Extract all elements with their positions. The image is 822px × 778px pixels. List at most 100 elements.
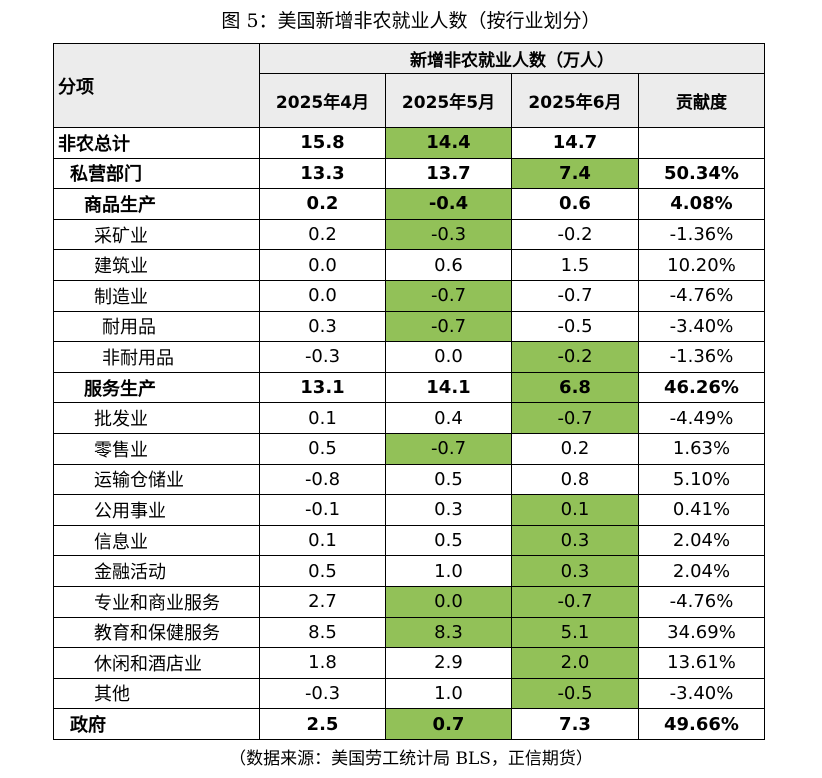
value-cell: 0.8 bbox=[511, 463, 639, 496]
row-label: 非耐用品 bbox=[53, 341, 260, 373]
value-cell: 2.5 bbox=[259, 708, 386, 740]
table-row: 非耐用品 -0.3 0.0 -0.2 -1.36% bbox=[53, 341, 765, 373]
value-cell: -0.3 bbox=[259, 677, 386, 710]
row-label: 信息业 bbox=[53, 524, 260, 557]
value-cell: 0.2 bbox=[259, 218, 386, 251]
value-cell: -0.8 bbox=[259, 463, 386, 496]
value-cell: 2.9 bbox=[385, 647, 512, 679]
header-col-may: 2025年5月 bbox=[385, 73, 512, 128]
row-label: 服务生产 bbox=[53, 371, 260, 404]
header-group-cell: 新增非农就业人数（万人） bbox=[259, 43, 765, 74]
value-cell: -0.4 bbox=[385, 188, 512, 220]
row-label: 商品生产 bbox=[53, 188, 260, 220]
value-cell: 0.2 bbox=[259, 188, 386, 220]
row-label: 采矿业 bbox=[53, 218, 260, 251]
table-row: 其他 -0.3 1.0 -0.5 -3.40% bbox=[53, 677, 765, 710]
value-cell: -1.36% bbox=[638, 218, 765, 251]
table-row: 零售业 0.5 -0.7 0.2 1.63% bbox=[53, 432, 765, 465]
value-cell: 0.1 bbox=[511, 494, 639, 526]
value-cell: 13.61% bbox=[638, 647, 765, 679]
table-row: 政府 2.5 0.7 7.3 49.66% bbox=[53, 708, 765, 740]
value-cell: 14.7 bbox=[511, 127, 639, 159]
header-col-apr: 2025年4月 bbox=[259, 73, 386, 128]
value-cell: 0.4 bbox=[385, 402, 512, 434]
value-cell: 0.1 bbox=[259, 524, 386, 557]
value-cell: 4.08% bbox=[638, 188, 765, 220]
value-cell: -0.7 bbox=[511, 402, 639, 434]
value-cell: 46.26% bbox=[638, 371, 765, 404]
table-row: 批发业 0.1 0.4 -0.7 -4.49% bbox=[53, 402, 765, 434]
value-cell: 2.0 bbox=[511, 647, 639, 679]
value-cell: 0.1 bbox=[259, 402, 386, 434]
value-cell: 0.0 bbox=[385, 341, 512, 373]
value-cell: -4.76% bbox=[638, 279, 765, 312]
value-cell: 0.3 bbox=[511, 524, 639, 557]
employment-table: 分项 新增非农就业人数（万人） 2025年4月 2025年5月 2025年6月 … bbox=[53, 43, 765, 740]
row-label: 专业和商业服务 bbox=[53, 585, 260, 618]
value-cell: 0.6 bbox=[385, 249, 512, 281]
value-cell: 13.7 bbox=[385, 157, 512, 190]
header-col-jun: 2025年6月 bbox=[511, 73, 639, 128]
table-row: 商品生产 0.2 -0.4 0.6 4.08% bbox=[53, 188, 765, 220]
value-cell: -0.7 bbox=[511, 585, 639, 618]
value-cell: -1.36% bbox=[638, 341, 765, 373]
row-label: 耐用品 bbox=[53, 310, 260, 343]
value-cell: 0.3 bbox=[511, 555, 639, 587]
table-row: 建筑业 0.0 0.6 1.5 10.20% bbox=[53, 249, 765, 281]
table-row: 采矿业 0.2 -0.3 -0.2 -1.36% bbox=[53, 218, 765, 251]
table-row: 耐用品 0.3 -0.7 -0.5 -3.40% bbox=[53, 310, 765, 343]
table-row: 公用事业 -0.1 0.3 0.1 0.41% bbox=[53, 494, 765, 526]
value-cell: -0.3 bbox=[385, 218, 512, 251]
row-label: 教育和保健服务 bbox=[53, 616, 260, 649]
table-row: 信息业 0.1 0.5 0.3 2.04% bbox=[53, 524, 765, 557]
value-cell: 0.0 bbox=[259, 279, 386, 312]
value-cell: 49.66% bbox=[638, 708, 765, 740]
figure-title: 图 5：美国新增非农就业人数（按行业划分） bbox=[221, 10, 601, 32]
value-cell: 8.5 bbox=[259, 616, 386, 649]
header-col-contribution: 贡献度 bbox=[638, 73, 765, 128]
value-cell: 0.0 bbox=[259, 249, 386, 281]
value-cell: 14.1 bbox=[385, 371, 512, 404]
table-row: 制造业 0.0 -0.7 -0.7 -4.76% bbox=[53, 279, 765, 312]
value-cell: -0.7 bbox=[385, 279, 512, 312]
value-cell: 0.5 bbox=[259, 555, 386, 587]
value-cell: 13.1 bbox=[259, 371, 386, 404]
table-body: 分项 新增非农就业人数（万人） 2025年4月 2025年5月 2025年6月 … bbox=[53, 43, 765, 740]
value-cell: 0.3 bbox=[259, 310, 386, 343]
value-cell: 1.5 bbox=[511, 249, 639, 281]
value-cell: -0.5 bbox=[511, 310, 639, 343]
row-label: 非农总计 bbox=[53, 127, 260, 159]
value-cell: 0.5 bbox=[385, 463, 512, 496]
value-cell: 1.8 bbox=[259, 647, 386, 679]
value-cell: 0.5 bbox=[385, 524, 512, 557]
value-cell: -3.40% bbox=[638, 310, 765, 343]
table-row: 私营部门 13.3 13.7 7.4 50.34% bbox=[53, 157, 765, 190]
value-cell: 7.4 bbox=[511, 157, 639, 190]
table-row: 非农总计 15.8 14.4 14.7 bbox=[53, 127, 765, 159]
value-cell: 2.04% bbox=[638, 524, 765, 557]
value-cell: 1.63% bbox=[638, 432, 765, 465]
row-label: 公用事业 bbox=[53, 494, 260, 526]
value-cell: 0.7 bbox=[385, 708, 512, 740]
value-cell: 0.2 bbox=[511, 432, 639, 465]
row-label: 政府 bbox=[53, 708, 260, 740]
value-cell: 15.8 bbox=[259, 127, 386, 159]
row-label: 金融活动 bbox=[53, 555, 260, 587]
value-cell: 0.5 bbox=[259, 432, 386, 465]
value-cell: -0.7 bbox=[511, 279, 639, 312]
value-cell: -0.7 bbox=[385, 310, 512, 343]
value-cell: -0.3 bbox=[259, 341, 386, 373]
table-row: 金融活动 0.5 1.0 0.3 2.04% bbox=[53, 555, 765, 587]
value-cell: -4.49% bbox=[638, 402, 765, 434]
value-cell: 2.04% bbox=[638, 555, 765, 587]
value-cell: 34.69% bbox=[638, 616, 765, 649]
value-cell: -0.2 bbox=[511, 218, 639, 251]
row-label: 制造业 bbox=[53, 279, 260, 312]
value-cell: 0.3 bbox=[385, 494, 512, 526]
row-label: 批发业 bbox=[53, 402, 260, 434]
value-cell: 6.8 bbox=[511, 371, 639, 404]
value-cell: 0.6 bbox=[511, 188, 639, 220]
row-label: 其他 bbox=[53, 677, 260, 710]
header-item-cell: 分项 bbox=[53, 43, 260, 128]
table-row: 专业和商业服务 2.7 0.0 -0.7 -4.76% bbox=[53, 585, 765, 618]
